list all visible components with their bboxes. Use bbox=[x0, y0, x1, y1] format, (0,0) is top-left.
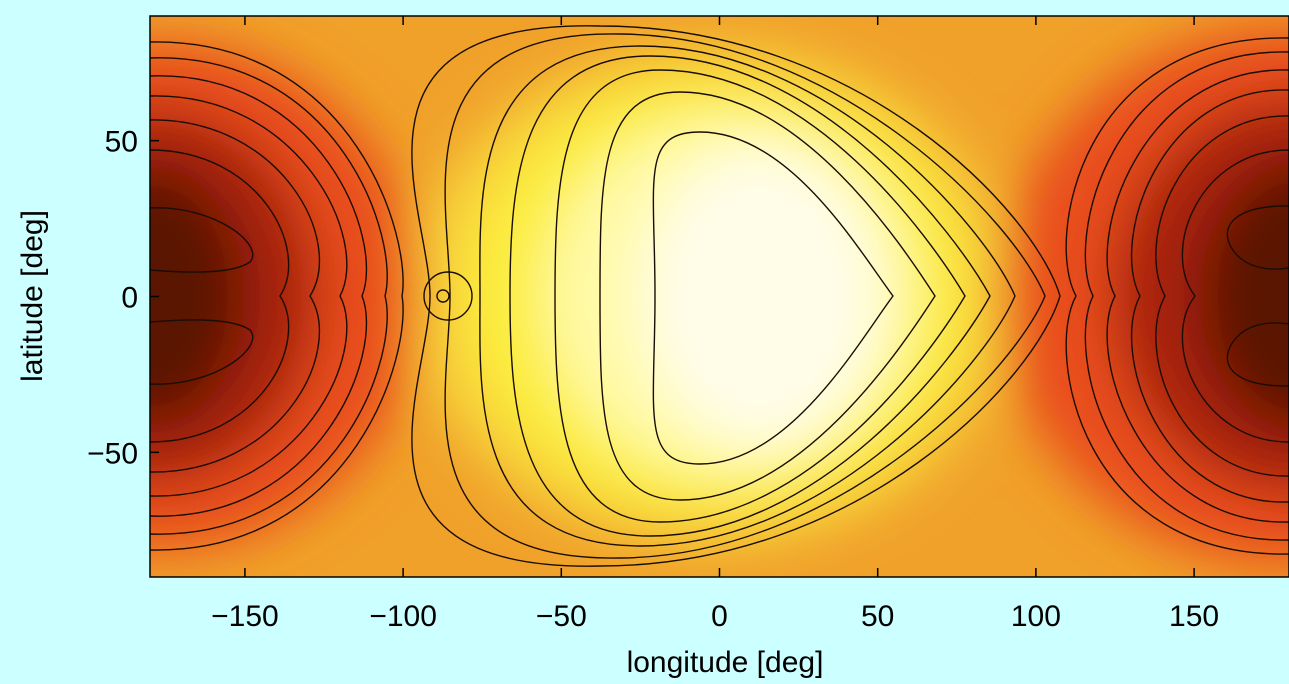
contour-line bbox=[1084, 51, 1289, 541]
contour-line bbox=[1181, 149, 1289, 443]
y-tick-label: −50 bbox=[87, 437, 138, 470]
y-tick-label: 0 bbox=[121, 282, 138, 315]
contour-line bbox=[150, 75, 368, 517]
contour-line bbox=[1155, 115, 1289, 477]
contour-line bbox=[1130, 89, 1289, 503]
x-tick-label: −50 bbox=[536, 600, 587, 633]
x-tick-label: 50 bbox=[861, 600, 894, 633]
band-left-maroon bbox=[150, 166, 245, 426]
contour-line bbox=[444, 33, 1046, 559]
contour-line bbox=[652, 131, 894, 465]
x-axis-label: longitude [deg] bbox=[627, 646, 824, 679]
contour-line bbox=[1226, 205, 1289, 270]
contour-line bbox=[554, 69, 966, 523]
contour-line bbox=[1106, 69, 1289, 523]
contour-small-loop bbox=[423, 271, 473, 321]
contour-line bbox=[150, 119, 320, 473]
contour-line bbox=[150, 95, 348, 497]
contour-line bbox=[479, 45, 1016, 547]
contour-line bbox=[150, 207, 254, 273]
contour-lines bbox=[150, 25, 1289, 567]
contour-line bbox=[599, 91, 936, 501]
band-cream bbox=[640, 146, 880, 446]
x-tick-label: −150 bbox=[211, 600, 279, 633]
contour-line bbox=[150, 57, 388, 535]
x-tick-label: 150 bbox=[1169, 600, 1219, 633]
y-axis: 50 0 −50 bbox=[87, 126, 159, 470]
plot-area bbox=[150, 16, 1289, 577]
contour-line bbox=[150, 149, 290, 443]
contour-line bbox=[411, 25, 1061, 567]
color-field bbox=[150, 26, 1289, 566]
x-axis: −150 −100 −50 0 50 100 150 bbox=[211, 16, 1219, 633]
contour-small-dot bbox=[436, 289, 450, 303]
y-tick-label: 50 bbox=[105, 126, 138, 159]
band-right-maroon bbox=[1200, 162, 1289, 430]
contour-line bbox=[1226, 322, 1289, 387]
contour-line bbox=[150, 319, 254, 385]
contour-line bbox=[509, 55, 991, 537]
contour-line bbox=[1065, 37, 1289, 555]
contour-line bbox=[150, 41, 404, 551]
x-tick-label: −100 bbox=[369, 600, 437, 633]
x-tick-label: 100 bbox=[1011, 600, 1061, 633]
x-tick-label: 0 bbox=[711, 600, 728, 633]
y-axis-label: latitude [deg] bbox=[16, 210, 49, 382]
